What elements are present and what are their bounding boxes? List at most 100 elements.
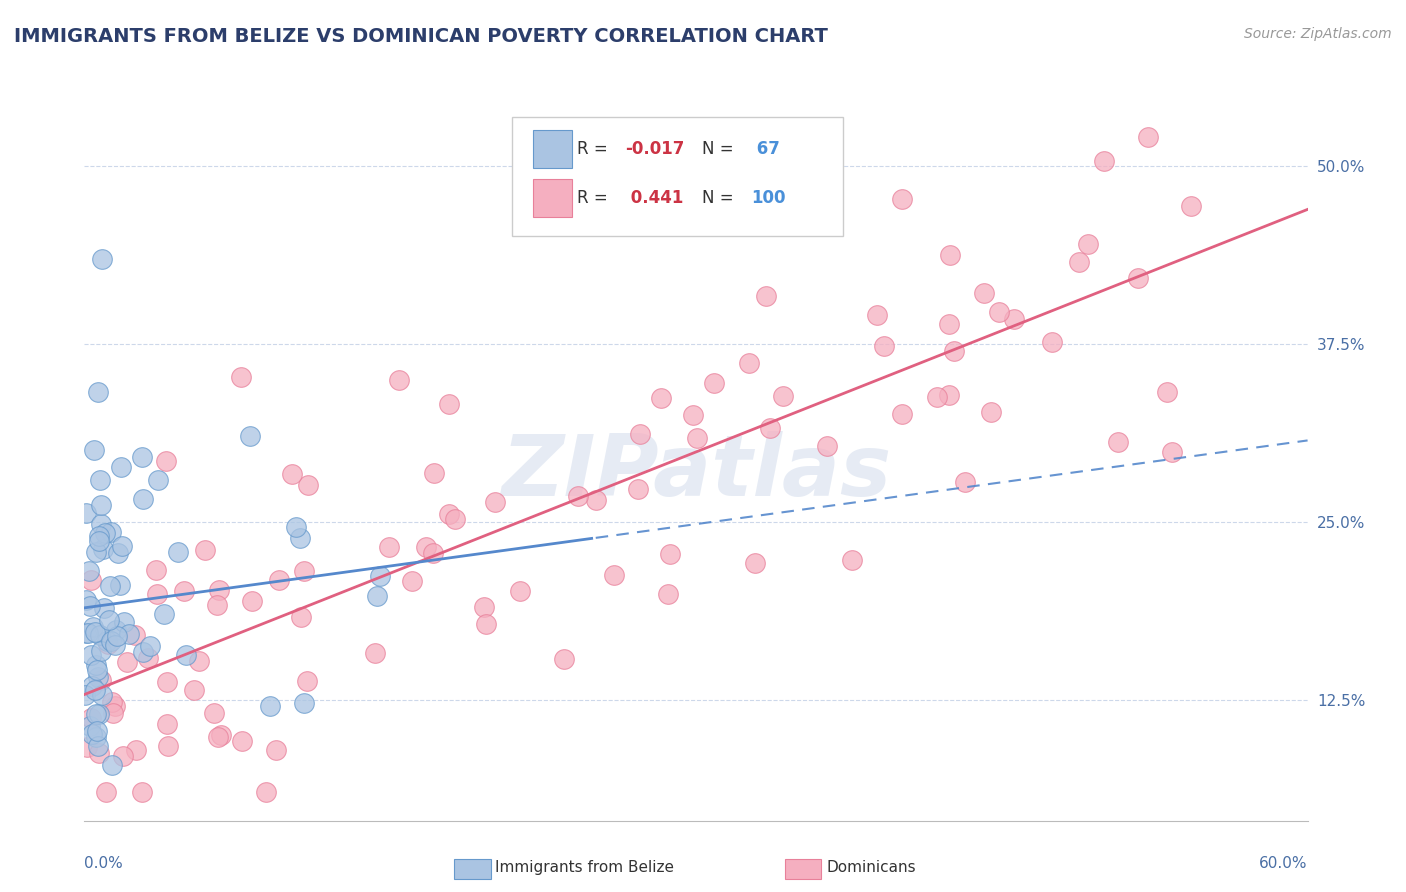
Text: IMMIGRANTS FROM BELIZE VS DOMINICAN POVERTY CORRELATION CHART: IMMIGRANTS FROM BELIZE VS DOMINICAN POVE… <box>14 27 828 45</box>
Point <box>259 698 281 713</box>
Point <box>188 654 211 668</box>
Point <box>80 679 103 693</box>
Point <box>1156 384 1178 399</box>
Point <box>91 252 114 266</box>
Point <box>75 506 97 520</box>
Point <box>401 574 423 588</box>
Point <box>136 651 159 665</box>
Point <box>166 545 188 559</box>
FancyBboxPatch shape <box>533 178 572 218</box>
Point <box>987 305 1010 319</box>
Point <box>76 626 98 640</box>
Point <box>104 699 127 714</box>
Point <box>297 477 319 491</box>
Point <box>83 442 105 457</box>
Point <box>108 578 131 592</box>
Point <box>84 545 107 559</box>
Point <box>475 617 498 632</box>
Point <box>100 634 122 648</box>
Point <box>93 600 115 615</box>
Point <box>131 785 153 799</box>
Point <box>973 286 995 301</box>
Point <box>84 682 107 697</box>
Point <box>1040 334 1063 349</box>
Point <box>229 370 252 384</box>
Point <box>104 624 127 638</box>
Point <box>891 407 914 421</box>
Point <box>939 248 962 262</box>
Point <box>755 289 778 303</box>
Point <box>938 317 960 331</box>
Point <box>94 526 117 541</box>
Point <box>111 539 134 553</box>
Point <box>139 639 162 653</box>
Point <box>290 610 312 624</box>
Point <box>156 717 179 731</box>
Point <box>111 749 134 764</box>
Point <box>938 388 960 402</box>
Text: 67: 67 <box>751 140 780 158</box>
Point <box>75 626 97 640</box>
Point <box>209 729 232 743</box>
Point <box>79 573 101 587</box>
Point <box>686 431 709 445</box>
Point <box>98 579 121 593</box>
Point <box>183 682 205 697</box>
Text: 0.441: 0.441 <box>626 189 683 207</box>
Point <box>267 573 290 587</box>
Point <box>240 594 263 608</box>
Point <box>97 637 120 651</box>
Point <box>80 648 103 663</box>
Text: N =: N = <box>702 189 740 207</box>
Point <box>90 644 112 658</box>
FancyBboxPatch shape <box>513 118 842 235</box>
Text: Immigrants from Belize: Immigrants from Belize <box>495 861 673 875</box>
Point <box>388 373 411 387</box>
Point <box>84 625 107 640</box>
Text: -0.017: -0.017 <box>626 140 685 158</box>
Point <box>657 586 679 600</box>
Point <box>484 495 506 509</box>
Point <box>146 587 169 601</box>
Point <box>132 491 155 506</box>
Point <box>79 718 101 732</box>
Point <box>87 384 110 399</box>
Point <box>87 746 110 760</box>
Point <box>890 192 912 206</box>
Point <box>94 785 117 799</box>
Point <box>772 389 794 403</box>
Point <box>125 743 148 757</box>
Point <box>132 644 155 658</box>
Point <box>90 498 112 512</box>
Point <box>1069 255 1091 269</box>
Point <box>231 734 253 748</box>
Point <box>1137 130 1160 145</box>
Point <box>82 620 104 634</box>
Point <box>1180 199 1202 213</box>
Point <box>628 426 651 441</box>
Point <box>264 743 287 757</box>
Point <box>927 390 949 404</box>
Point <box>101 758 124 772</box>
Point <box>91 542 114 557</box>
Point <box>76 740 98 755</box>
Point <box>1126 270 1149 285</box>
Point <box>553 652 575 666</box>
Point <box>1092 154 1115 169</box>
Point <box>423 466 446 480</box>
Point <box>91 688 114 702</box>
Point <box>1107 435 1129 450</box>
Point <box>585 492 607 507</box>
Point <box>815 439 838 453</box>
Point <box>280 467 302 482</box>
Text: Dominicans: Dominicans <box>827 861 917 875</box>
Point <box>124 628 146 642</box>
Point <box>100 524 122 539</box>
Point <box>173 584 195 599</box>
Text: 0.0%: 0.0% <box>84 856 124 871</box>
Point <box>295 673 318 688</box>
Point <box>415 540 437 554</box>
Point <box>156 674 179 689</box>
Point <box>117 656 139 670</box>
Text: Source: ZipAtlas.com: Source: ZipAtlas.com <box>1244 27 1392 41</box>
